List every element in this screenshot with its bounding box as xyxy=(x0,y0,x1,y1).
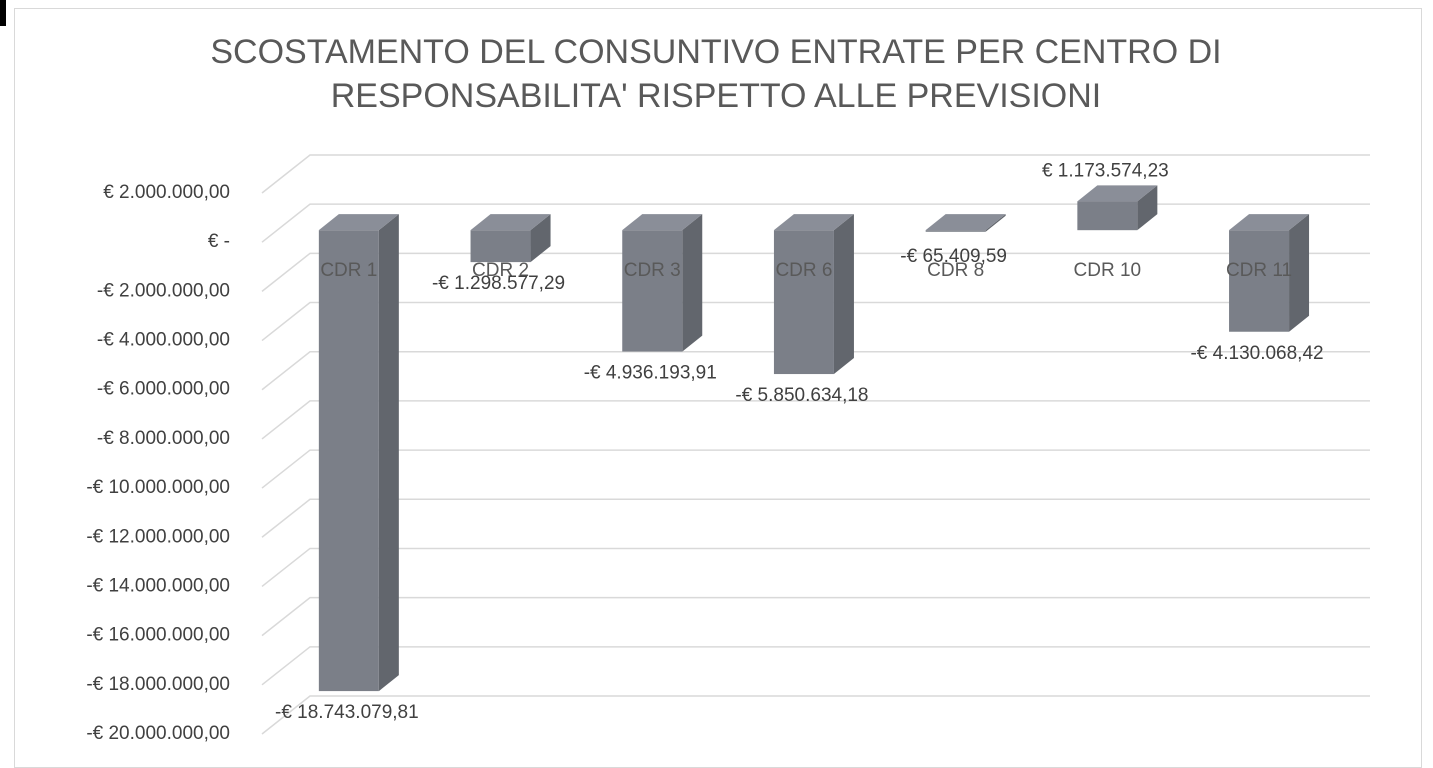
bar xyxy=(622,230,683,352)
bar-top xyxy=(1077,185,1158,202)
bar xyxy=(470,230,531,263)
grid-line xyxy=(261,350,1370,391)
grid-line xyxy=(261,646,1370,686)
bar-side xyxy=(985,214,1006,232)
data-label: € 1.173.574,23 xyxy=(1042,160,1169,181)
bar xyxy=(1077,201,1138,231)
x-tick-label: CDR 3 xyxy=(624,260,681,281)
data-label: -€ 1.298.577,29 xyxy=(432,273,565,294)
bar-side xyxy=(378,214,399,692)
grid-line xyxy=(261,400,1370,440)
bar xyxy=(1229,230,1290,332)
x-tick-label: CDR 10 xyxy=(1074,260,1142,281)
grid-line xyxy=(261,203,1370,243)
x-tick-label: CDR 2 xyxy=(472,260,529,281)
y-tick-label: -€ 4.000.000,00 xyxy=(97,330,230,351)
x-tick-label: CDR 1 xyxy=(320,260,377,281)
data-label: -€ 5.850.634,18 xyxy=(735,385,868,406)
y-tick-label: -€ 18.000.000,00 xyxy=(86,674,230,695)
bar-top xyxy=(470,214,551,231)
y-tick-label: -€ 6.000.000,00 xyxy=(97,379,230,400)
grid-line xyxy=(261,596,1370,637)
y-tick-label: -€ 20.000.000,00 xyxy=(86,723,230,744)
data-label: -€ 4.936.193,91 xyxy=(584,363,717,384)
grid-line xyxy=(261,695,1370,735)
data-label: -€ 4.130.068,42 xyxy=(1190,343,1323,364)
bar-top xyxy=(773,214,854,231)
bar-top xyxy=(622,214,703,231)
bar-side xyxy=(530,214,551,263)
bar-top xyxy=(925,214,1006,231)
bar xyxy=(925,230,986,232)
y-tick-label: -€ 12.000.000,00 xyxy=(86,526,230,547)
bar-side xyxy=(682,214,703,352)
y-tick-label: -€ 8.000.000,00 xyxy=(97,428,230,449)
x-tick-label: CDR 8 xyxy=(927,260,984,281)
y-tick-label: € - xyxy=(208,231,230,252)
corner-mark xyxy=(0,0,6,26)
bar-side xyxy=(1137,185,1158,231)
grid-line xyxy=(261,547,1370,588)
bar-side xyxy=(833,214,854,375)
data-label: -€ 65.409,59 xyxy=(900,246,1007,267)
grid-line xyxy=(261,154,1370,194)
y-tick-label: -€ 10.000.000,00 xyxy=(86,477,230,498)
y-tick-label: € 2.000.000,00 xyxy=(103,182,230,203)
y-tick-label: -€ 16.000.000,00 xyxy=(86,625,230,646)
grid-line xyxy=(261,252,1370,292)
data-label: -€ 18.743.079,81 xyxy=(275,702,419,723)
x-tick-label: CDR 6 xyxy=(775,260,832,281)
bar xyxy=(318,230,379,692)
grid-line xyxy=(261,449,1370,489)
chart-title: SCOSTAMENTO DEL CONSUNTIVO ENTRATE PER C… xyxy=(210,33,1222,115)
x-tick-label: CDR 11 xyxy=(1226,260,1292,281)
y-tick-label: -€ 14.000.000,00 xyxy=(86,575,230,596)
y-tick-label: -€ 2.000.000,00 xyxy=(97,280,230,301)
grid-line xyxy=(261,498,1370,538)
bar xyxy=(773,230,834,375)
bar-top xyxy=(318,214,399,231)
bar-top xyxy=(1229,214,1310,231)
bar-side xyxy=(1289,214,1310,332)
grid-line xyxy=(261,301,1370,342)
